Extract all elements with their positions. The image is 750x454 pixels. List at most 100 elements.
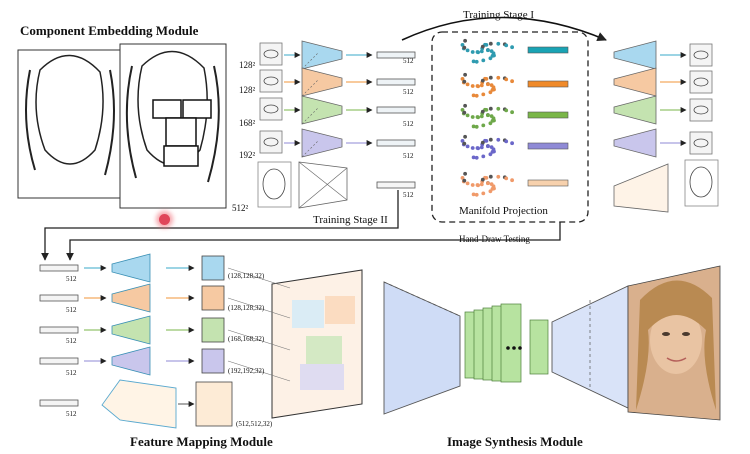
component-crop <box>259 97 283 121</box>
latent-vector <box>376 139 416 147</box>
latent-vector <box>39 357 79 365</box>
synth-decoder <box>551 285 629 409</box>
mapping-shape <box>101 379 177 429</box>
training-stage-1-label: Training Stage I <box>463 9 535 21</box>
manifold-point <box>504 43 509 48</box>
component-crop <box>259 130 283 154</box>
face-sketch <box>35 54 104 165</box>
face-crop <box>257 161 292 208</box>
manifold-point <box>479 114 484 119</box>
manifold-point <box>481 123 486 128</box>
manifold-point <box>481 92 486 97</box>
manifold-point <box>510 79 514 84</box>
manifold-point <box>484 77 489 81</box>
manifold-point <box>510 141 514 146</box>
feature-size-label: (128,128,32) <box>228 272 265 280</box>
latent-vector <box>376 106 416 114</box>
manifold-point <box>496 106 501 111</box>
mapping-shape <box>111 283 151 313</box>
manifold-point <box>474 93 479 98</box>
component-crop-feature <box>263 104 279 114</box>
manifold-point <box>479 83 484 88</box>
hand-draw-testing-label: Hand-Draw Testing <box>459 234 530 244</box>
manifold-point <box>486 113 490 118</box>
manifold-point <box>490 88 495 92</box>
output-eye <box>662 332 670 336</box>
reconstructed-feature <box>693 105 709 115</box>
manifold-point <box>460 176 465 180</box>
manifold-point <box>480 140 485 145</box>
input-size-label: 128² <box>239 85 256 95</box>
manifold-point <box>486 144 490 149</box>
manifold-point <box>504 108 509 113</box>
manifold-point <box>488 41 493 46</box>
component-crop-feature <box>263 49 279 59</box>
canvas-patch <box>325 296 355 324</box>
manifold-point <box>481 58 486 63</box>
manifold-point <box>480 78 485 83</box>
face-sketch <box>137 50 208 166</box>
input-size-label: 168² <box>239 118 256 128</box>
right-eye-crop <box>182 99 212 119</box>
feature-map <box>195 381 233 427</box>
reconstructed-crop <box>689 43 713 67</box>
synth-encoder <box>383 281 461 415</box>
manifold-point <box>484 176 489 180</box>
encoder-edge <box>298 167 348 209</box>
stage2-arrow <box>41 190 399 261</box>
manifold-point <box>465 144 470 149</box>
manifold-point <box>475 84 480 88</box>
feature-size-label: (128,128,32) <box>228 304 265 312</box>
latent-dim-label: 512 <box>66 337 77 345</box>
latent-vector <box>376 51 416 59</box>
manifold-point <box>460 139 465 143</box>
feature-map <box>201 285 225 311</box>
manifold-point <box>504 77 509 82</box>
manifold-point <box>474 59 479 64</box>
latent-dim-label: 512 <box>403 57 414 65</box>
residual-block <box>500 303 522 383</box>
stage1-arrow <box>401 16 607 42</box>
nose-crop <box>165 117 197 147</box>
ellipsis-dot <box>518 346 522 350</box>
mapping-shape <box>111 253 151 283</box>
reconstructed-feature <box>693 77 709 87</box>
manifold-point <box>475 146 480 150</box>
feature-map <box>201 255 225 281</box>
latent-dim-label: 512 <box>403 191 414 199</box>
reconstructed-feature <box>693 50 709 60</box>
manifold-point <box>475 183 480 187</box>
manifold-point <box>480 109 485 114</box>
feature-size-label: (512,512,32) <box>236 420 273 428</box>
manifold-point <box>465 181 470 186</box>
manifold-point <box>496 41 501 46</box>
manifold-point <box>463 103 467 108</box>
mapping-shape <box>111 346 151 376</box>
manifold-point <box>479 182 484 187</box>
manifold-point <box>504 139 509 144</box>
manifold-point <box>488 174 493 179</box>
latent-vector <box>39 264 79 272</box>
input-size-label: 192² <box>239 150 256 160</box>
encoder-shape <box>301 67 343 97</box>
left-eye-crop <box>152 99 182 119</box>
latent-vector <box>39 399 79 407</box>
feature-map <box>201 348 225 374</box>
hair-sketch <box>25 69 115 176</box>
manifold-point <box>470 50 475 54</box>
face-crop-outline <box>262 168 286 200</box>
reconstructed-face-outline <box>689 166 713 198</box>
reconstructed-crop <box>689 98 713 122</box>
manifold-point <box>480 44 485 49</box>
encoder-shape <box>298 161 348 209</box>
image-synthesis-title: Image Synthesis Module <box>447 434 583 449</box>
manifold-bar <box>527 179 569 187</box>
connector <box>227 360 291 382</box>
manifold-projection-box <box>431 31 589 223</box>
input-size-label: 128² <box>239 60 256 70</box>
canvas-patch <box>300 364 344 390</box>
residual-block <box>529 319 549 375</box>
manifold-point <box>481 191 486 196</box>
